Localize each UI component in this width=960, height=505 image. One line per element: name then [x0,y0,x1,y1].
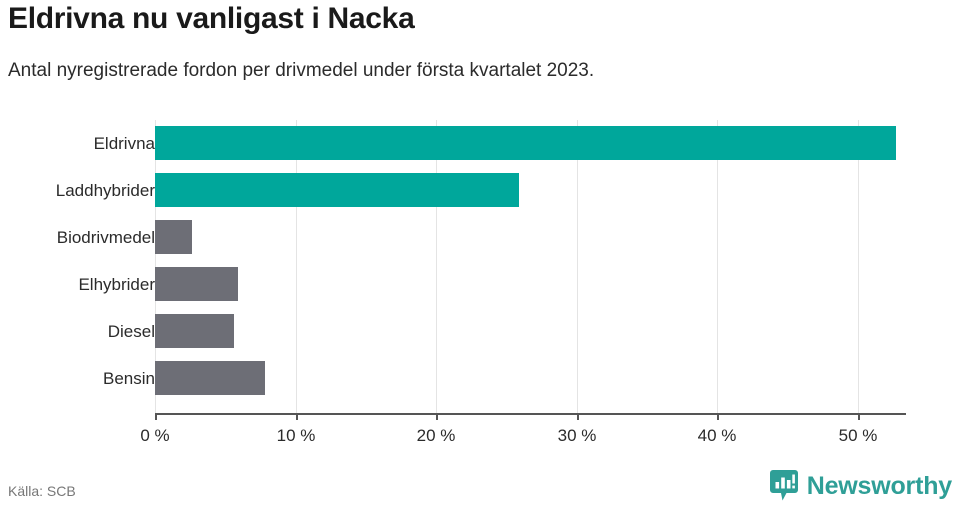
bar-row: Biodrivmedel [0,214,960,261]
bar-row: Eldrivna [0,120,960,167]
gridline-50 [858,120,859,413]
gridline-20 [436,120,437,413]
category-label: Biodrivmedel [56,227,155,247]
chart-subtitle: Antal nyregistrerade fordon per drivmede… [8,60,595,81]
x-axis-tick [577,413,579,420]
chart-plot-area: Eldrivna Laddhybrider Biodrivmedel Elhybrid… [0,118,960,445]
bar-row: Laddhybrider [0,167,960,214]
x-axis-tick-label: 20 % [416,426,456,445]
x-axis-tick [155,413,157,420]
category-label: Bensin [103,368,155,388]
chart-bars: Eldrivna Laddhybrider Biodrivmedel Elhybrid… [0,118,960,414]
x-axis-tick-label: 40 % [697,426,737,445]
gridline-40 [717,120,718,413]
x-axis-tick-label: 50 % [838,426,878,445]
bar[interactable] [155,173,519,207]
category-label: Laddhybrider [55,180,155,200]
bar[interactable] [155,267,238,301]
bar[interactable] [155,314,234,348]
x-axis-tick [436,413,438,420]
page-title: Eldrivna nu vanligast i Nacka [8,2,415,35]
category-label: Diesel [107,321,155,341]
x-axis-tick-label: 10 % [276,426,316,445]
category-label: Eldrivna [93,133,155,153]
bar-row: Elhybrider [0,261,960,308]
category-label: Elhybrider [78,274,155,294]
brand-name: Newsworthy [806,471,952,500]
source-note: Källa: SCB [8,483,76,499]
gridline-30 [577,120,578,413]
x-axis-tick-label: 0 % [140,426,170,445]
newsworthy-logo[interactable]: Newsworthy [769,470,952,502]
x-axis-tick-label: 30 % [557,426,597,445]
bar[interactable] [155,220,192,254]
gridline-0 [155,120,156,413]
x-axis-tick [717,413,719,420]
bar[interactable] [155,126,896,160]
x-axis-line [155,413,906,415]
bar-row: Bensin [0,355,960,402]
bar-chart-speech-bubble-icon [769,470,798,501]
chart-gridlines [0,118,960,414]
bar[interactable] [155,361,265,395]
x-axis-tick [858,413,860,420]
bar-row: Diesel [0,308,960,355]
x-axis-tick [296,413,298,420]
gridline-10 [296,120,297,413]
